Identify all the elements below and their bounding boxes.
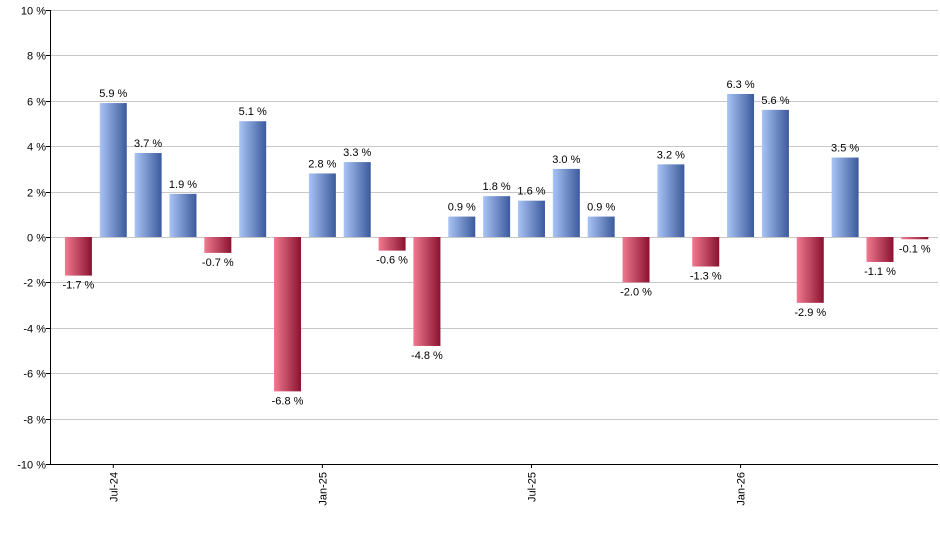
bar [378,237,406,251]
data-label: -6.8 % [272,395,304,407]
data-label: -4.8 % [411,350,443,362]
bar [727,93,755,238]
data-label: -2.0 % [620,286,652,298]
bar [308,173,336,237]
y-tick-label: -10 % [17,460,46,472]
data-label: 5.1 % [239,106,267,118]
y-tick-label: 6 % [27,97,46,109]
bar [448,216,476,237]
data-label: -0.7 % [202,257,234,269]
bar [761,109,789,237]
bar [622,237,650,283]
bar [134,153,162,237]
bar [483,196,511,237]
data-label: -1.3 % [690,271,722,283]
bar [99,103,127,237]
bar [517,200,545,237]
y-tick-label: 0 % [27,233,46,245]
bar [866,237,894,262]
bar [413,237,441,346]
data-label: 0.9 % [587,202,615,214]
bar [692,237,720,267]
x-tick-label: Jul-25 [526,472,538,502]
x-tick-label: Jan-25 [317,472,329,506]
data-label: -1.7 % [63,280,95,292]
y-tick-label: -8 % [23,415,46,427]
bar [552,168,580,237]
data-label: -0.1 % [899,243,931,255]
y-tick-label: -2 % [23,278,46,290]
x-tick-label: Jan-26 [736,472,748,506]
x-axis-tick-labels: Jul-24 Jan-25 Jul-25 Jan-26 [108,464,748,506]
y-tick-label: 8 % [27,51,46,63]
y-tick-label: -4 % [23,324,46,336]
bar [657,164,685,237]
bar [587,216,615,237]
data-label: 3.3 % [343,147,371,159]
bar [204,237,232,253]
bar [169,193,197,237]
data-label: -0.6 % [376,255,408,267]
bar [343,162,371,237]
bar [901,237,929,240]
y-axis-tick-labels: 10 % 8 % 6 % 4 % 2 % 0 % -2 % -4 % -6 % -8 % -10 % [17,6,50,472]
grid-lines [50,10,938,420]
data-label: 5.6 % [761,95,789,107]
data-labels: -1.7 % 5.9 % 3.7 % 1.9 % -0.7 % 5.1 % -6.8 % 2.… [63,79,931,407]
bar [274,237,302,392]
y-tick-label: -6 % [23,369,46,381]
data-label: 3.0 % [552,154,580,166]
bar [239,121,267,237]
data-label: 2.8 % [308,158,336,170]
axes [50,10,938,465]
data-label: 3.2 % [657,149,685,161]
y-tick-label: 4 % [27,142,46,154]
y-tick-label: 2 % [27,188,46,200]
data-label: 5.9 % [99,88,127,100]
data-label: -2.9 % [794,307,826,319]
bars [64,93,929,392]
x-tick-label: Jul-24 [108,472,120,502]
y-tick-label: 10 % [21,6,46,18]
data-label: 3.7 % [134,138,162,150]
bar [831,157,859,237]
data-label: -1.1 % [864,266,896,278]
data-label: 3.5 % [831,143,859,155]
data-label: 1.8 % [483,181,511,193]
bar [796,237,824,303]
bar [64,237,92,276]
data-label: 1.9 % [169,179,197,191]
data-label: 0.9 % [448,202,476,214]
data-label: 1.6 % [517,186,545,198]
data-label: 6.3 % [726,79,754,91]
